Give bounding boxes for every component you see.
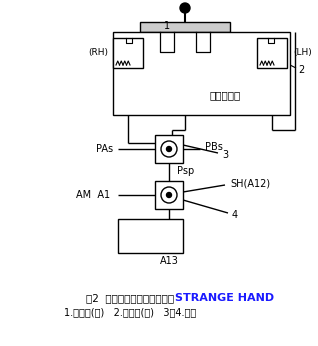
- Bar: [113, 38, 143, 68]
- Bar: [155, 181, 183, 209]
- Bar: [118, 219, 183, 253]
- Circle shape: [167, 192, 171, 198]
- Text: A13: A13: [160, 256, 178, 266]
- Bar: [155, 135, 183, 163]
- Bar: [257, 38, 287, 68]
- Text: 4: 4: [232, 210, 238, 220]
- Text: 先导泵来油: 先导泵来油: [209, 90, 241, 100]
- Text: PBs: PBs: [205, 142, 223, 152]
- Text: Psp: Psp: [177, 166, 194, 176]
- Circle shape: [161, 141, 177, 157]
- Circle shape: [167, 146, 171, 152]
- Circle shape: [161, 187, 177, 203]
- Bar: [113, 32, 290, 115]
- Text: AM  A1: AM A1: [76, 190, 110, 200]
- Text: STRANGE HAND: STRANGE HAND: [176, 293, 274, 303]
- Text: 1: 1: [164, 21, 170, 31]
- Text: 图2  回转先导控制油路原理图: 图2 回转先导控制油路原理图: [86, 293, 174, 303]
- Text: (RH): (RH): [88, 48, 108, 57]
- Bar: [140, 22, 230, 32]
- Text: 3: 3: [222, 150, 228, 160]
- Circle shape: [180, 3, 190, 13]
- Text: PAs: PAs: [96, 144, 113, 154]
- Text: 2: 2: [298, 65, 304, 75]
- Text: 1.先导阀(右)   2.先导阀(左)   3、4.梭阀: 1.先导阀(右) 2.先导阀(左) 3、4.梭阀: [64, 307, 196, 317]
- Text: (LH): (LH): [293, 48, 312, 57]
- Text: SH(A12): SH(A12): [230, 178, 270, 188]
